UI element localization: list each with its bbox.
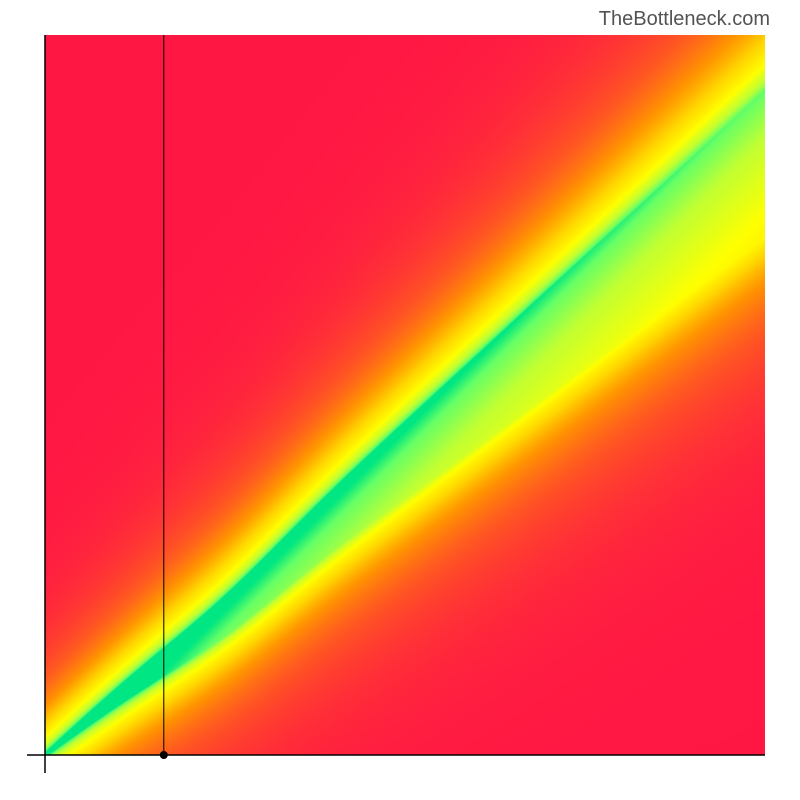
bottleneck-heatmap-canvas	[45, 35, 765, 755]
watermark-text: TheBottleneck.com	[599, 8, 770, 31]
chart-container: TheBottleneck.com	[0, 0, 800, 800]
